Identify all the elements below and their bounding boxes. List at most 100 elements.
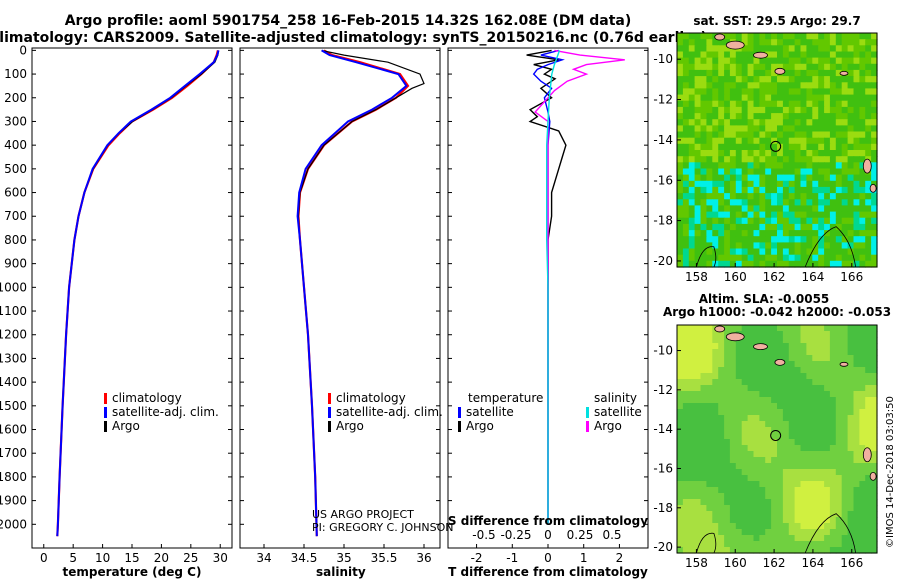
map-cell [682, 199, 690, 207]
map-cell [859, 82, 866, 90]
map-cell [841, 137, 849, 145]
map-cell [818, 193, 825, 200]
map-cell [812, 385, 819, 392]
map-cell [853, 511, 860, 518]
map-cell [847, 162, 855, 170]
map-cell [765, 397, 772, 404]
map-cell [688, 82, 696, 90]
map-cell [829, 385, 837, 392]
map-cell [777, 469, 784, 476]
map-cell [847, 325, 855, 332]
map-cell [800, 45, 807, 53]
map-cell [859, 193, 866, 200]
temp-xlabel: temperature (deg C) [63, 565, 202, 579]
map-cell [806, 88, 813, 96]
map-cell [694, 403, 702, 410]
map-cell [847, 137, 855, 145]
map-cell [818, 242, 825, 250]
map-cell [800, 499, 807, 506]
map-cell [700, 186, 707, 194]
map-cell [806, 403, 813, 410]
map-cell [847, 113, 855, 120]
temp-satellite-line [56, 50, 220, 537]
map-cell [812, 168, 819, 176]
map-cell [724, 211, 731, 219]
map-cell [871, 541, 878, 548]
map-cell [747, 100, 755, 108]
map-cell [724, 439, 731, 446]
map-cell [735, 69, 743, 77]
map-cell [718, 409, 725, 416]
lat-tick-label: -12 [653, 383, 673, 397]
map-cell [718, 76, 725, 83]
map-cell [700, 113, 707, 120]
map-cell [765, 193, 772, 200]
map-cell [782, 180, 790, 188]
map-cell [735, 131, 743, 139]
map-cell [759, 457, 766, 464]
map-cell [829, 242, 837, 250]
map-cell [753, 493, 760, 500]
map-cell [718, 427, 725, 434]
map-cell [706, 156, 713, 163]
map-cell [841, 541, 849, 548]
map-cell [824, 88, 831, 96]
map-cell [841, 143, 849, 151]
map-cell [835, 475, 843, 482]
map-cell [700, 236, 707, 243]
map-cell [765, 337, 772, 344]
map-cell [700, 409, 707, 416]
map-cell [859, 88, 866, 96]
map-cell [724, 367, 731, 374]
map-cell [847, 337, 855, 344]
pi-credit: PI: GREGORY C. JOHNSON [312, 521, 453, 534]
map-cell [694, 385, 702, 392]
map-cell [753, 379, 760, 386]
map-cell [729, 385, 737, 392]
map-cell [824, 355, 831, 362]
map-cell [712, 211, 719, 219]
map-cell [700, 119, 707, 126]
map-cell [706, 391, 713, 398]
map-cell [835, 230, 843, 237]
map-cell [729, 82, 737, 90]
map-cell [706, 150, 713, 157]
map-cell [806, 439, 813, 446]
map-cell [700, 199, 707, 207]
map-cell [706, 547, 713, 554]
map-cell [718, 113, 725, 120]
map-cell [724, 373, 731, 380]
map-cell [788, 137, 796, 145]
map-cell [741, 337, 749, 344]
map-cell [712, 499, 719, 506]
map-cell [771, 457, 778, 464]
map-cell [694, 457, 702, 464]
map-cell [718, 523, 725, 530]
map-cell [694, 150, 702, 157]
map-cell [788, 469, 796, 476]
map-cell [859, 260, 866, 268]
map-cell [747, 379, 755, 386]
map-cell [824, 143, 831, 151]
map-cell [700, 541, 707, 548]
map-cell [724, 409, 731, 416]
map-cell [847, 211, 855, 219]
map-cell [865, 88, 872, 96]
map-cell [765, 260, 772, 268]
map-cell [853, 260, 860, 268]
map-cell [724, 119, 731, 126]
map-cell [788, 180, 796, 188]
map-cell [824, 505, 831, 512]
map-cell [853, 82, 860, 90]
lon-tick-label: 158 [685, 556, 708, 570]
map-cell [800, 409, 807, 416]
map-cell [812, 421, 819, 428]
map-cell [747, 143, 755, 151]
map-cell [824, 137, 831, 145]
map-cell [741, 493, 749, 500]
map-cell [729, 137, 737, 145]
map-cell [724, 445, 731, 452]
map-cell [688, 385, 696, 392]
map-cell [812, 76, 819, 83]
map-cell [712, 57, 719, 65]
